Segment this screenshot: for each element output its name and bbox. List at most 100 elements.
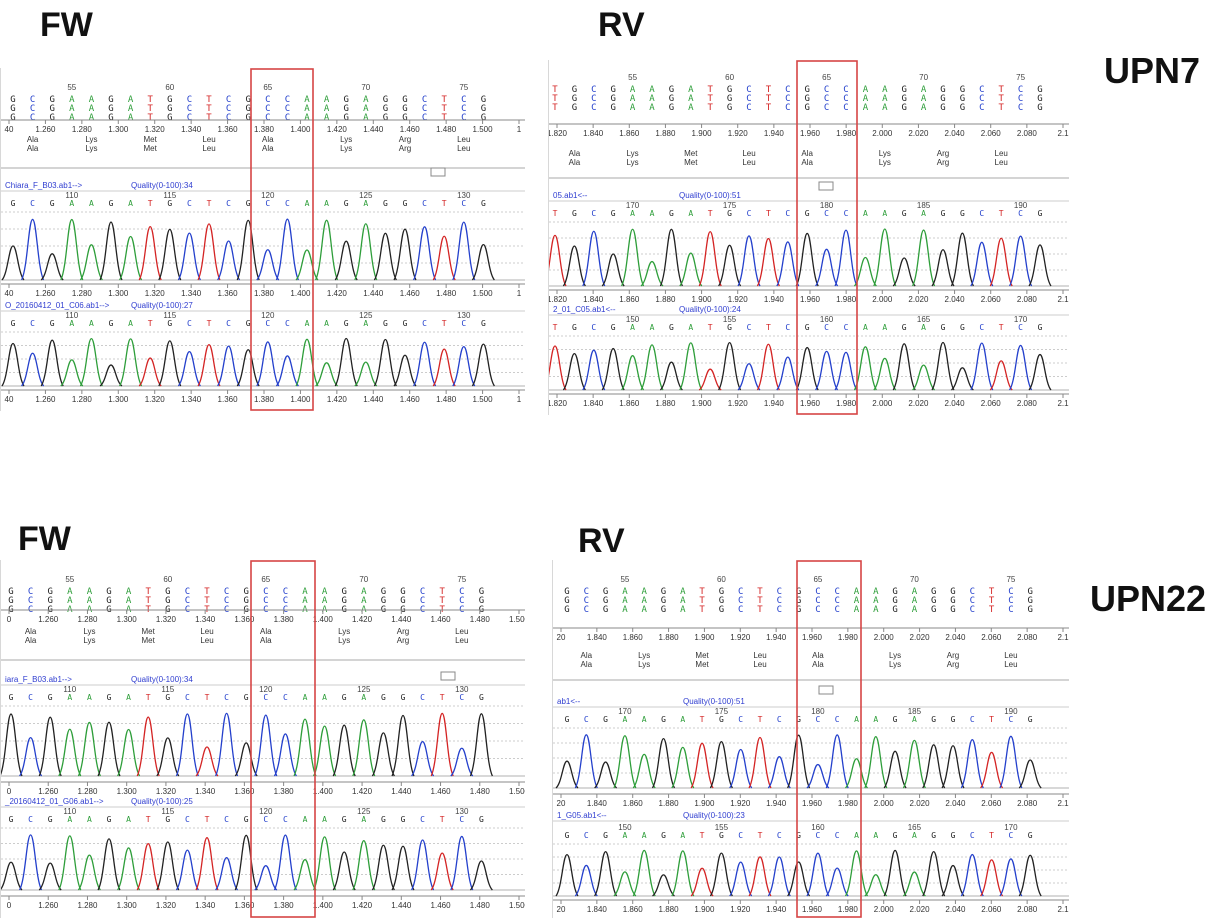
- middle-axis-label: 1.420: [327, 289, 348, 298]
- trace-2-base-call: G: [1038, 323, 1043, 332]
- trace-2-peak: [256, 341, 280, 387]
- trace-1-peak: [679, 252, 703, 287]
- trace-1-peak: [621, 228, 645, 287]
- top-axis-label: 1.480: [436, 125, 457, 134]
- ref-base: C: [746, 103, 751, 113]
- ref-base: G: [106, 587, 111, 597]
- ref-base: T: [206, 104, 212, 114]
- trace-2-peak: [391, 845, 415, 891]
- ref-base: C: [777, 596, 782, 606]
- ref-base: G: [243, 587, 248, 597]
- amino-acid-label: Ala: [260, 636, 272, 645]
- trace-1-base-call: C: [226, 199, 231, 208]
- trace-1-base-call: G: [960, 209, 965, 218]
- trace-2-base-call: C: [461, 319, 466, 328]
- highlight-box: [796, 60, 858, 415]
- trace-1-peak: [640, 260, 664, 287]
- trace-2-peak: [980, 859, 1004, 897]
- amino-acid-label: Ala: [25, 627, 37, 636]
- top-axis-label: 2.060: [981, 633, 1002, 642]
- ref-base: G: [481, 113, 486, 123]
- ref-base: C: [226, 95, 231, 105]
- trace-2-base-call: G: [669, 323, 674, 332]
- trace-2-file-name: 1_G05.ab1<--: [557, 811, 607, 820]
- ref-base: T: [757, 605, 763, 615]
- trace-2-base-call: C: [187, 319, 192, 328]
- ref-base: G: [10, 95, 15, 105]
- ref-base: C: [584, 596, 589, 606]
- trace-2-base-call: G: [727, 323, 732, 332]
- trace-2-peak: [640, 344, 664, 391]
- trace-2-peak: [729, 861, 753, 897]
- trace-1-base-call: C: [285, 199, 290, 208]
- amino-acid-label: Leu: [753, 660, 766, 669]
- trace-1-peak: [177, 232, 201, 281]
- trace-2-base-call: A: [69, 319, 74, 328]
- bottom-axis-label: 1.840: [587, 905, 608, 914]
- ref-base: G: [669, 94, 674, 104]
- trace-2-base-call: T: [708, 323, 713, 332]
- trace-2-base-call: A: [324, 319, 329, 328]
- trace-2-base-call: C: [226, 319, 231, 328]
- trace-2-peak: [60, 359, 84, 387]
- ref-base: T: [441, 104, 447, 114]
- trace-1-peak: [450, 747, 474, 777]
- trace-2-peak: [582, 349, 606, 391]
- ref-base: G: [572, 94, 577, 104]
- ref-base: C: [777, 587, 782, 597]
- trace-1-peak: [117, 728, 141, 777]
- upn7-label: UPN7: [1104, 50, 1201, 91]
- amino-acid-label: Lys: [83, 627, 95, 636]
- trace-2-base-call: T: [989, 831, 994, 840]
- trace-1-peak: [275, 218, 299, 281]
- middle-axis-label: 1.340: [195, 787, 216, 796]
- trace-1-base-call: T: [989, 715, 994, 724]
- amino-acid-label: Lys: [879, 158, 891, 167]
- ref-base: G: [383, 113, 388, 123]
- trace-1-peak: [594, 761, 618, 789]
- trace-2-quality: Quality(0-100):24: [679, 305, 741, 314]
- trace-1-position-label: 110: [63, 685, 76, 694]
- middle-axis-label: 2.020: [910, 799, 931, 808]
- scroll-marker: [818, 181, 834, 191]
- trace-1-base-call: A: [126, 693, 131, 702]
- trace-2-peak: [574, 864, 598, 897]
- middle-axis-label: 1.860: [623, 799, 644, 808]
- trace-2-peak: [737, 363, 761, 391]
- trace-2-base-call: A: [688, 323, 693, 332]
- ref-base: A: [863, 103, 869, 113]
- trace-1-peak: [371, 732, 395, 777]
- ref-base: C: [746, 85, 751, 95]
- middle-axis-label: 1.320: [156, 787, 177, 796]
- amino-acid-label: Lys: [638, 660, 650, 669]
- amino-acid-label: Leu: [202, 144, 215, 153]
- trace-1-peak: [999, 735, 1023, 789]
- amino-acid-label: Met: [142, 627, 156, 636]
- trace-1-base-call: A: [128, 199, 133, 208]
- trace-2-peak: [352, 840, 376, 891]
- ref-base: G: [796, 605, 801, 615]
- trace-1-file-name: iara_F_B03.ab1-->: [5, 675, 72, 684]
- trace-1-peak: [1009, 235, 1033, 287]
- trace-1-peak: [158, 228, 182, 281]
- middle-axis-label: 1.280: [77, 787, 98, 796]
- bottom-axis-label: 1.820: [549, 399, 568, 408]
- ref-position-label: 55: [628, 73, 637, 82]
- trace-2-base-call: G: [167, 319, 172, 328]
- trace-1-peak: [748, 736, 772, 789]
- trace-2-base-call: G: [344, 319, 349, 328]
- ref-base: C: [263, 596, 268, 606]
- ref-base: C: [591, 85, 596, 95]
- ref-base: C: [1018, 85, 1023, 95]
- trace-2-peak: [912, 364, 936, 391]
- ref-base: G: [661, 587, 666, 597]
- ref-base: T: [766, 94, 772, 104]
- ref-base: C: [459, 587, 464, 597]
- ref-base: G: [49, 113, 54, 123]
- trace-2-position-label: 150: [618, 823, 632, 832]
- amino-acid-label: Leu: [753, 651, 766, 660]
- amino-acid-label: Ala: [801, 158, 813, 167]
- amino-acid-label: Leu: [200, 627, 213, 636]
- ref-base: C: [824, 94, 829, 104]
